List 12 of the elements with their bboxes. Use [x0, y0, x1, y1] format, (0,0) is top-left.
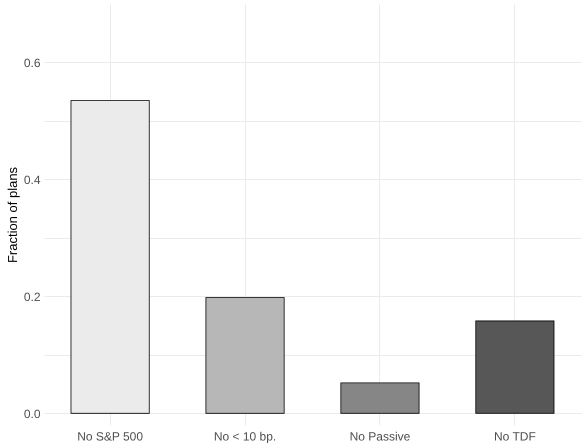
x-tick-label: No < 10 bp. [214, 430, 276, 444]
x-tick-label: No Passive [350, 430, 411, 444]
bar [206, 297, 285, 414]
y-tick-label: 0.6 [24, 56, 41, 70]
y-axis-title: Fraction of plans [4, 166, 20, 264]
bar [340, 382, 420, 414]
x-tick-label: No S&P 500 [77, 430, 144, 444]
y-tick-label: 0.0 [24, 406, 41, 421]
y-tick-label: 0.4 [24, 172, 41, 187]
y-tick-label: 0.2 [24, 290, 41, 304]
bar [475, 320, 554, 414]
x-tick-label: No TDF [494, 430, 536, 444]
